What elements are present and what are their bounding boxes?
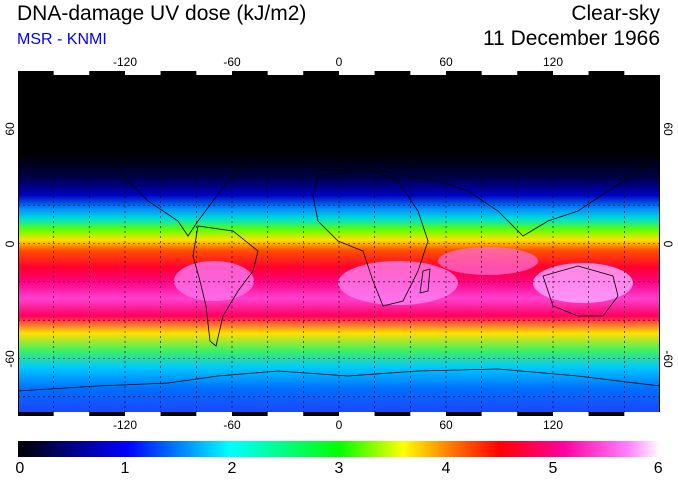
lon-tick-label-top: 0 — [335, 55, 343, 69]
lon-tick-label-top: -120 — [112, 55, 138, 69]
sky-condition-label: Clear-sky — [571, 2, 660, 25]
lat-tick-label-left: 60 — [3, 121, 17, 136]
frame-tick-segment — [125, 412, 161, 416]
frame-tick-segment — [446, 412, 482, 416]
frame-tick-segment — [125, 71, 161, 75]
uv-dose-map — [18, 71, 660, 416]
frame-tick-segment — [588, 412, 625, 416]
lon-tick-label-top: 60 — [439, 55, 453, 69]
colorbar-tick-label: 1 — [120, 460, 130, 477]
axis-ticks — [18, 71, 660, 416]
frame-tick-segment — [446, 71, 482, 75]
frame-tick-segment — [303, 71, 339, 75]
lon-tick-label-bottom: -60 — [223, 418, 241, 432]
frame-tick-segment — [517, 71, 553, 75]
colorbar-gradient — [18, 441, 660, 457]
frame-tick-segment — [374, 412, 411, 416]
frame-tick-segment — [374, 71, 411, 75]
uv-maximum-australia — [533, 263, 633, 303]
uv-maximum-indian-ocean — [438, 247, 538, 275]
colorbar-tick-label: 6 — [653, 460, 663, 477]
frame-tick-segment — [18, 412, 54, 416]
frame-tick-segment — [303, 412, 339, 416]
frame-tick-segment — [196, 412, 232, 416]
lon-tick-label-bottom: 60 — [439, 418, 453, 432]
frame-tick-segment — [624, 71, 660, 75]
frame-tick-segment — [53, 71, 90, 75]
frame-tick-segment — [89, 71, 125, 75]
frame-tick-segment — [53, 412, 90, 416]
colorbar-tick-label: 3 — [334, 460, 344, 477]
colorbar-tick-label: 5 — [548, 460, 558, 477]
lat-tick-label-left: -60 — [3, 349, 17, 368]
colorbar-tick-label: 0 — [15, 460, 25, 477]
frame-tick-segment — [553, 71, 589, 75]
frame-tick-segment — [410, 412, 446, 416]
lon-tick-label-top: -60 — [223, 55, 241, 69]
frame-tick-segment — [232, 71, 268, 75]
frame-tick-segment — [481, 71, 518, 75]
frame-tick-segment — [624, 412, 660, 416]
frame-tick-segment — [196, 71, 232, 75]
lon-tick-label-bottom: -120 — [112, 418, 138, 432]
uv-maximum-south-america — [174, 261, 254, 301]
frame-tick-segment — [339, 71, 375, 75]
frame-tick-segment — [18, 71, 54, 75]
lon-tick-label-top: 120 — [542, 55, 564, 69]
frame-tick-segment — [267, 412, 304, 416]
lon-tick-label-bottom: 120 — [542, 418, 564, 432]
frame-tick-segment — [410, 71, 446, 75]
colorbar — [18, 441, 660, 457]
frame-tick-segment — [481, 412, 518, 416]
frame-tick-segment — [160, 71, 197, 75]
source-label: MSR - KNMI — [17, 31, 107, 48]
colorbar-tick-label: 2 — [227, 460, 237, 477]
graticule — [18, 71, 660, 416]
frame-tick-segment — [232, 412, 268, 416]
date-label: 11 December 1966 — [482, 27, 660, 50]
lat-tick-label-right: -60 — [661, 349, 675, 368]
frame-tick-segment — [588, 71, 625, 75]
colorbar-tick-label: 4 — [441, 460, 451, 477]
frame-tick-segment — [553, 412, 589, 416]
lat-tick-label-right: 0 — [661, 240, 675, 247]
frame-tick-segment — [89, 412, 125, 416]
map-title: DNA-damage UV dose (kJ/m2) — [17, 2, 307, 25]
lat-tick-label-right: 60 — [661, 121, 675, 136]
frame-tick-segment — [339, 412, 375, 416]
uv-maximum-africa — [338, 261, 458, 305]
frame-tick-segment — [267, 71, 304, 75]
lat-tick-label-left: 0 — [3, 240, 17, 247]
frame-tick-segment — [160, 412, 197, 416]
frame-tick-segment — [517, 412, 553, 416]
lon-tick-label-bottom: 0 — [335, 418, 343, 432]
